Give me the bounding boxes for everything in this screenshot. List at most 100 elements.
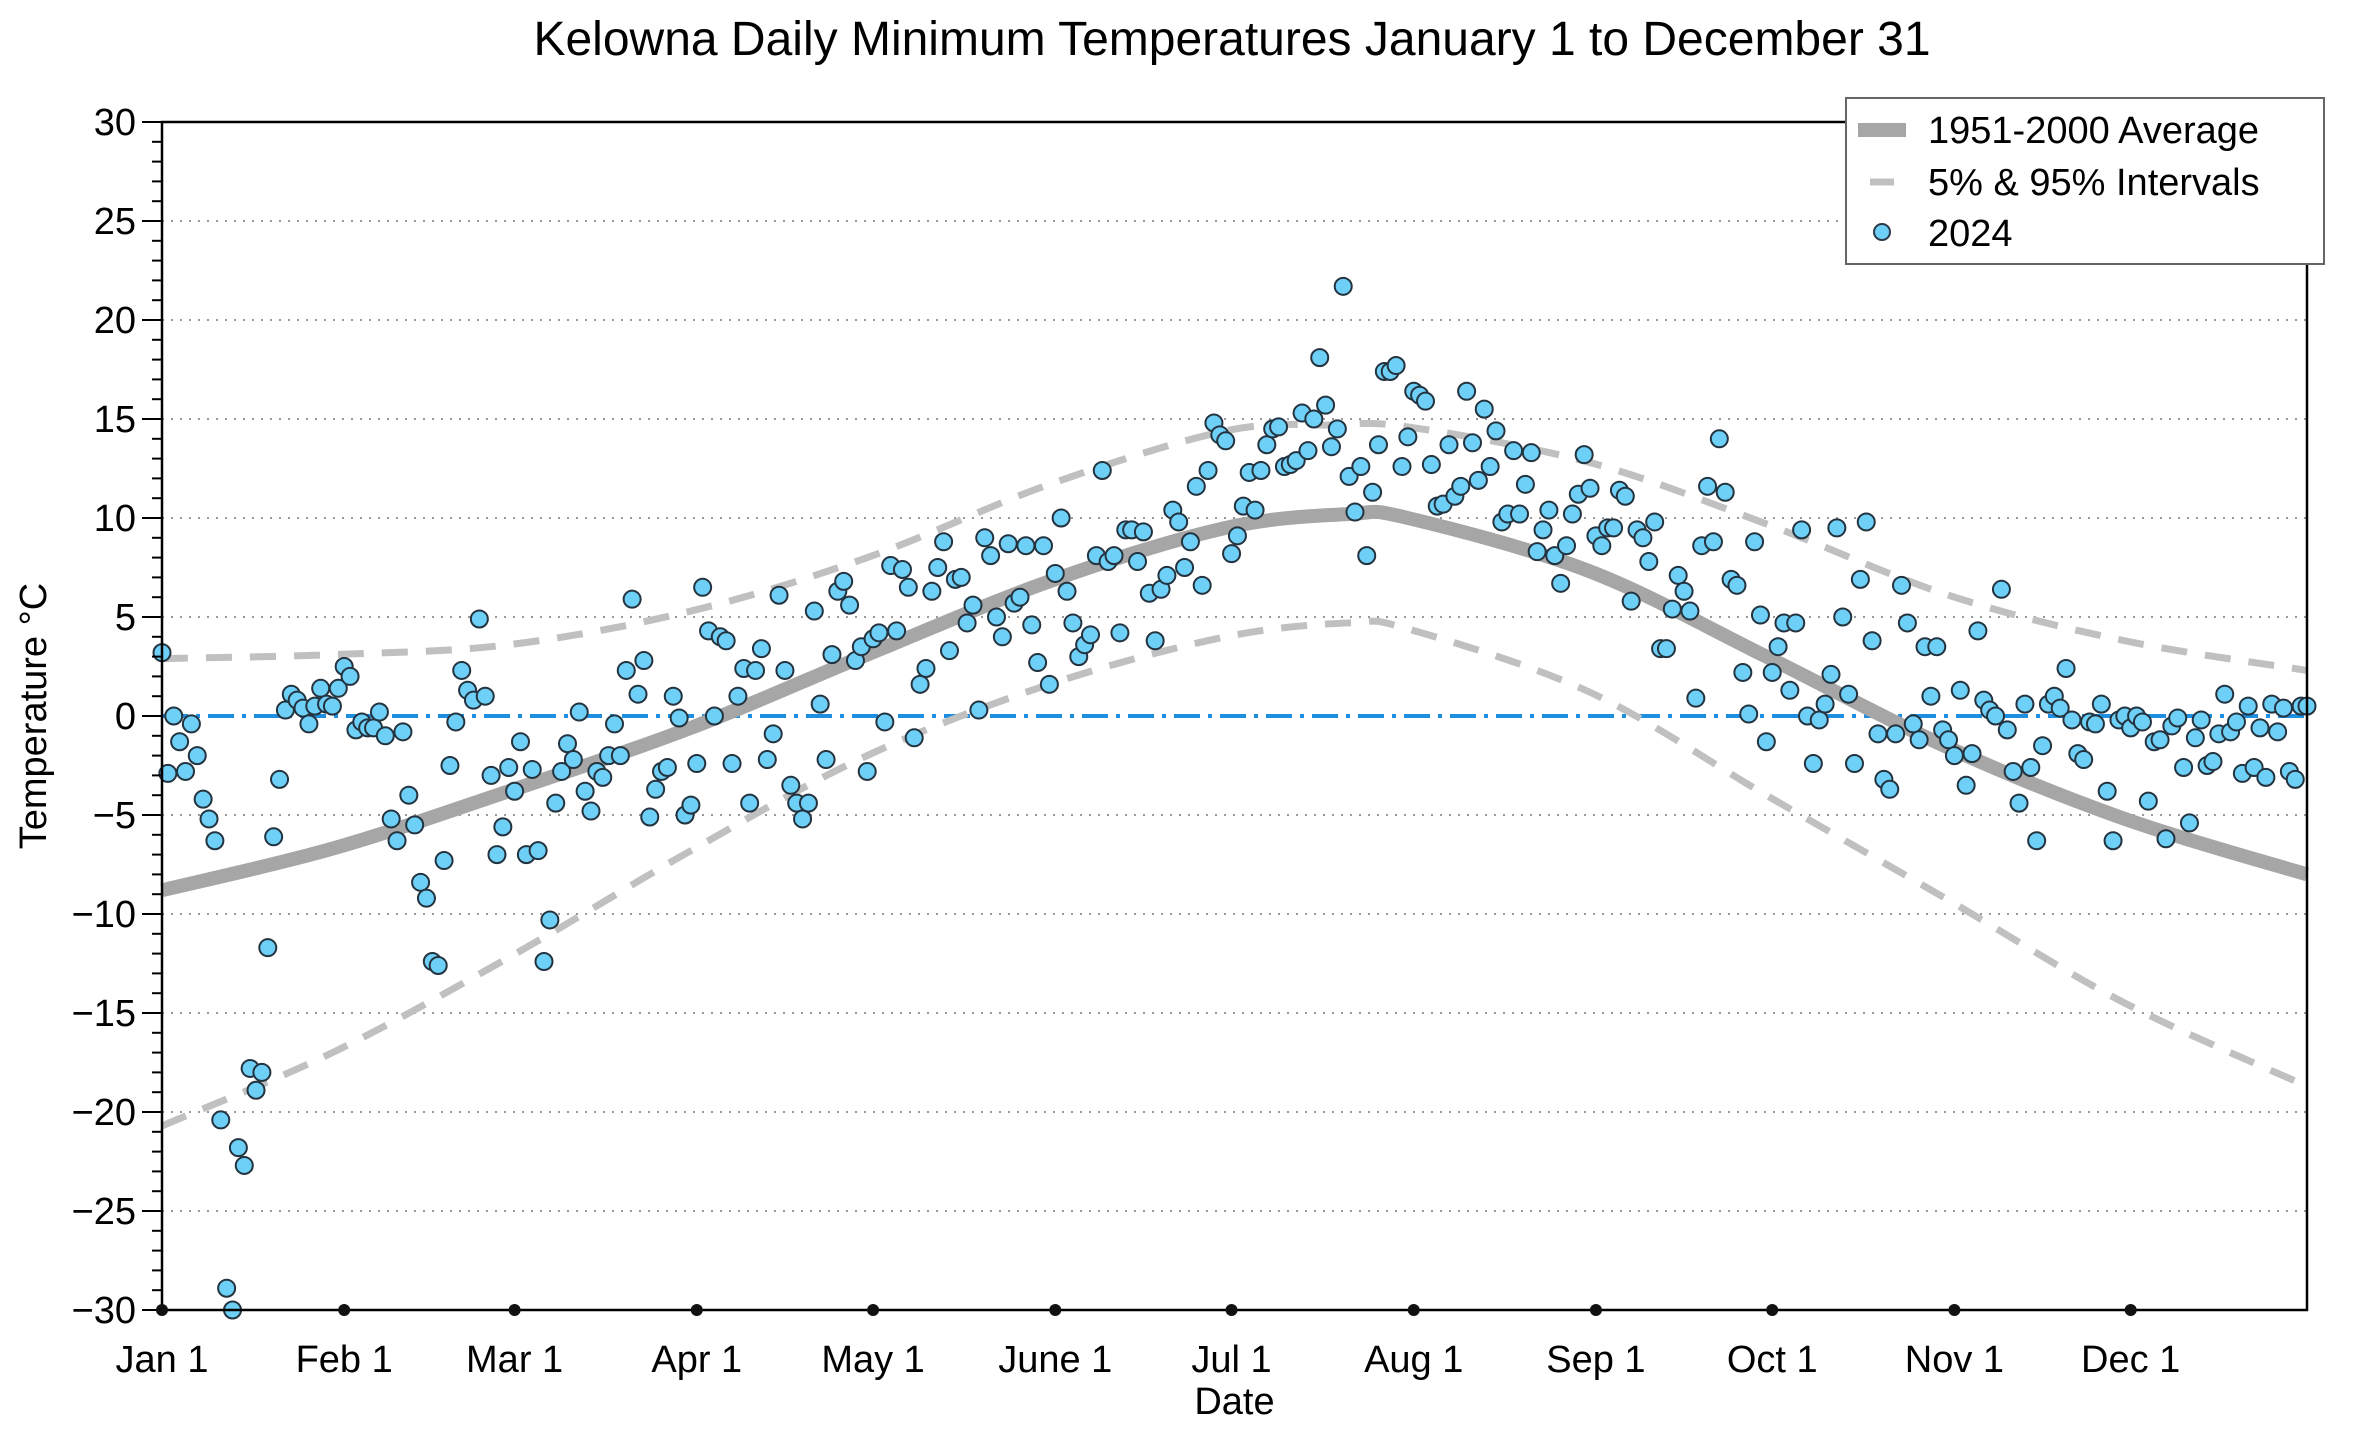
data-point-2024 — [505, 781, 525, 801]
y-tick-label: −15 — [72, 993, 136, 1035]
y-tick-label: 15 — [94, 399, 136, 441]
data-point-2024 — [1092, 460, 1112, 480]
data-point-2024 — [2168, 708, 2188, 728]
data-point-2024 — [2156, 829, 2176, 849]
x-tick-mark — [1589, 1304, 1602, 1316]
data-point-2024 — [669, 708, 689, 728]
y-tick-label: −25 — [72, 1191, 136, 1233]
data-point-2024 — [928, 558, 948, 577]
data-point-2024 — [534, 952, 554, 972]
data-point-2024 — [416, 888, 436, 908]
data-point-2024 — [399, 785, 419, 805]
data-point-2024 — [2056, 658, 2076, 678]
data-point-2024 — [1750, 605, 1770, 625]
data-point-2024 — [793, 809, 813, 829]
data-point-2024 — [681, 795, 701, 815]
data-point-2024 — [693, 577, 713, 597]
data-point-2024 — [1809, 710, 1829, 730]
data-point-2024 — [2191, 710, 2211, 730]
data-point-2024 — [1251, 460, 1271, 480]
data-point-2024 — [1962, 744, 1982, 764]
data-point-2024 — [816, 750, 836, 770]
interval-95-line — [161, 419, 2308, 674]
y-tick-label: 0 — [115, 696, 136, 738]
data-point-2024 — [569, 702, 589, 722]
x-tick-label: Jul 1 — [1191, 1339, 1271, 1381]
data-point-2024 — [1192, 575, 1212, 595]
data-point-2024 — [593, 767, 613, 787]
data-point-2024 — [469, 609, 489, 629]
y-axis-ticks: 30 25 20 15 10 5 0 −5 −10 −15 −20 −25 −30 — [72, 102, 162, 1332]
data-point-2024 — [563, 750, 583, 770]
data-point-2024 — [951, 567, 971, 587]
legend-label-intervals: 5% & 95% Intervals — [1928, 162, 2260, 204]
data-point-2024 — [2238, 696, 2258, 716]
data-point-2024 — [2250, 718, 2270, 738]
data-point-2024 — [557, 734, 577, 754]
data-point-2024 — [934, 532, 954, 552]
data-point-2024 — [1363, 482, 1383, 502]
data-point-2024 — [769, 585, 789, 605]
data-point-2024 — [2021, 757, 2041, 777]
data-point-2024 — [1698, 476, 1718, 496]
data-point-2024 — [2150, 730, 2170, 750]
data-point-2024 — [869, 623, 889, 643]
data-point-2024 — [1039, 674, 1059, 694]
data-point-2024 — [1351, 457, 1371, 477]
data-point-2024 — [981, 546, 1001, 566]
data-point-2024 — [1557, 536, 1577, 556]
data-point-2024 — [217, 1278, 237, 1298]
data-point-2024 — [1081, 625, 1101, 645]
data-point-2024 — [1457, 381, 1477, 401]
data-point-2024 — [2085, 714, 2105, 734]
data-point-2024 — [1633, 528, 1653, 548]
data-point-2024 — [487, 845, 507, 865]
data-point-2024 — [740, 793, 760, 813]
data-point-2024 — [522, 759, 542, 779]
x-tick-mark — [1225, 1304, 1238, 1316]
x-tick-label: June 1 — [998, 1339, 1112, 1381]
data-point-2024 — [663, 686, 683, 706]
data-point-2024 — [234, 1155, 254, 1175]
x-axis-label: Date — [1194, 1381, 1274, 1423]
data-point-2024 — [1415, 391, 1435, 411]
data-point-2024 — [887, 621, 907, 641]
data-point-2024 — [1656, 639, 1676, 659]
data-point-2024 — [781, 775, 801, 795]
data-point-2024 — [628, 684, 648, 704]
data-point-2024 — [1451, 476, 1471, 496]
data-point-2024 — [170, 732, 190, 752]
x-tick-label: Oct 1 — [1727, 1339, 1818, 1381]
data-point-2024 — [322, 696, 342, 716]
data-point-2024 — [2027, 831, 2047, 851]
data-point-2024 — [1345, 502, 1365, 522]
data-point-2024 — [1844, 754, 1864, 774]
data-point-2024 — [1145, 631, 1165, 651]
data-point-2024 — [916, 658, 936, 678]
x-tick-label: Jan 1 — [116, 1339, 209, 1381]
data-point-2024 — [2215, 684, 2235, 704]
data-point-2024 — [440, 756, 460, 775]
data-point-2024 — [1180, 532, 1200, 552]
data-point-2024 — [1756, 732, 1776, 752]
x-tick-mark — [867, 1304, 880, 1316]
data-point-2024 — [393, 722, 413, 742]
data-point-2024 — [2132, 712, 2152, 732]
data-point-2024 — [1833, 607, 1853, 627]
data-point-2024 — [1045, 563, 1065, 583]
data-point-2024 — [804, 601, 824, 621]
data-point-2024 — [1680, 601, 1700, 621]
data-point-2024 — [1186, 476, 1206, 496]
data-point-2024 — [1880, 779, 1900, 799]
data-point-2024 — [1986, 706, 2006, 726]
data-point-2024 — [1639, 552, 1659, 572]
y-tick-label: −20 — [72, 1092, 136, 1134]
data-point-2024 — [1762, 662, 1782, 682]
data-point-2024 — [452, 660, 472, 680]
data-point-2024 — [2074, 750, 2094, 770]
data-point-2024 — [722, 754, 742, 774]
y-tick-label: 25 — [94, 201, 136, 243]
data-point-2024 — [1057, 581, 1077, 601]
data-point-2024 — [1968, 621, 1988, 641]
